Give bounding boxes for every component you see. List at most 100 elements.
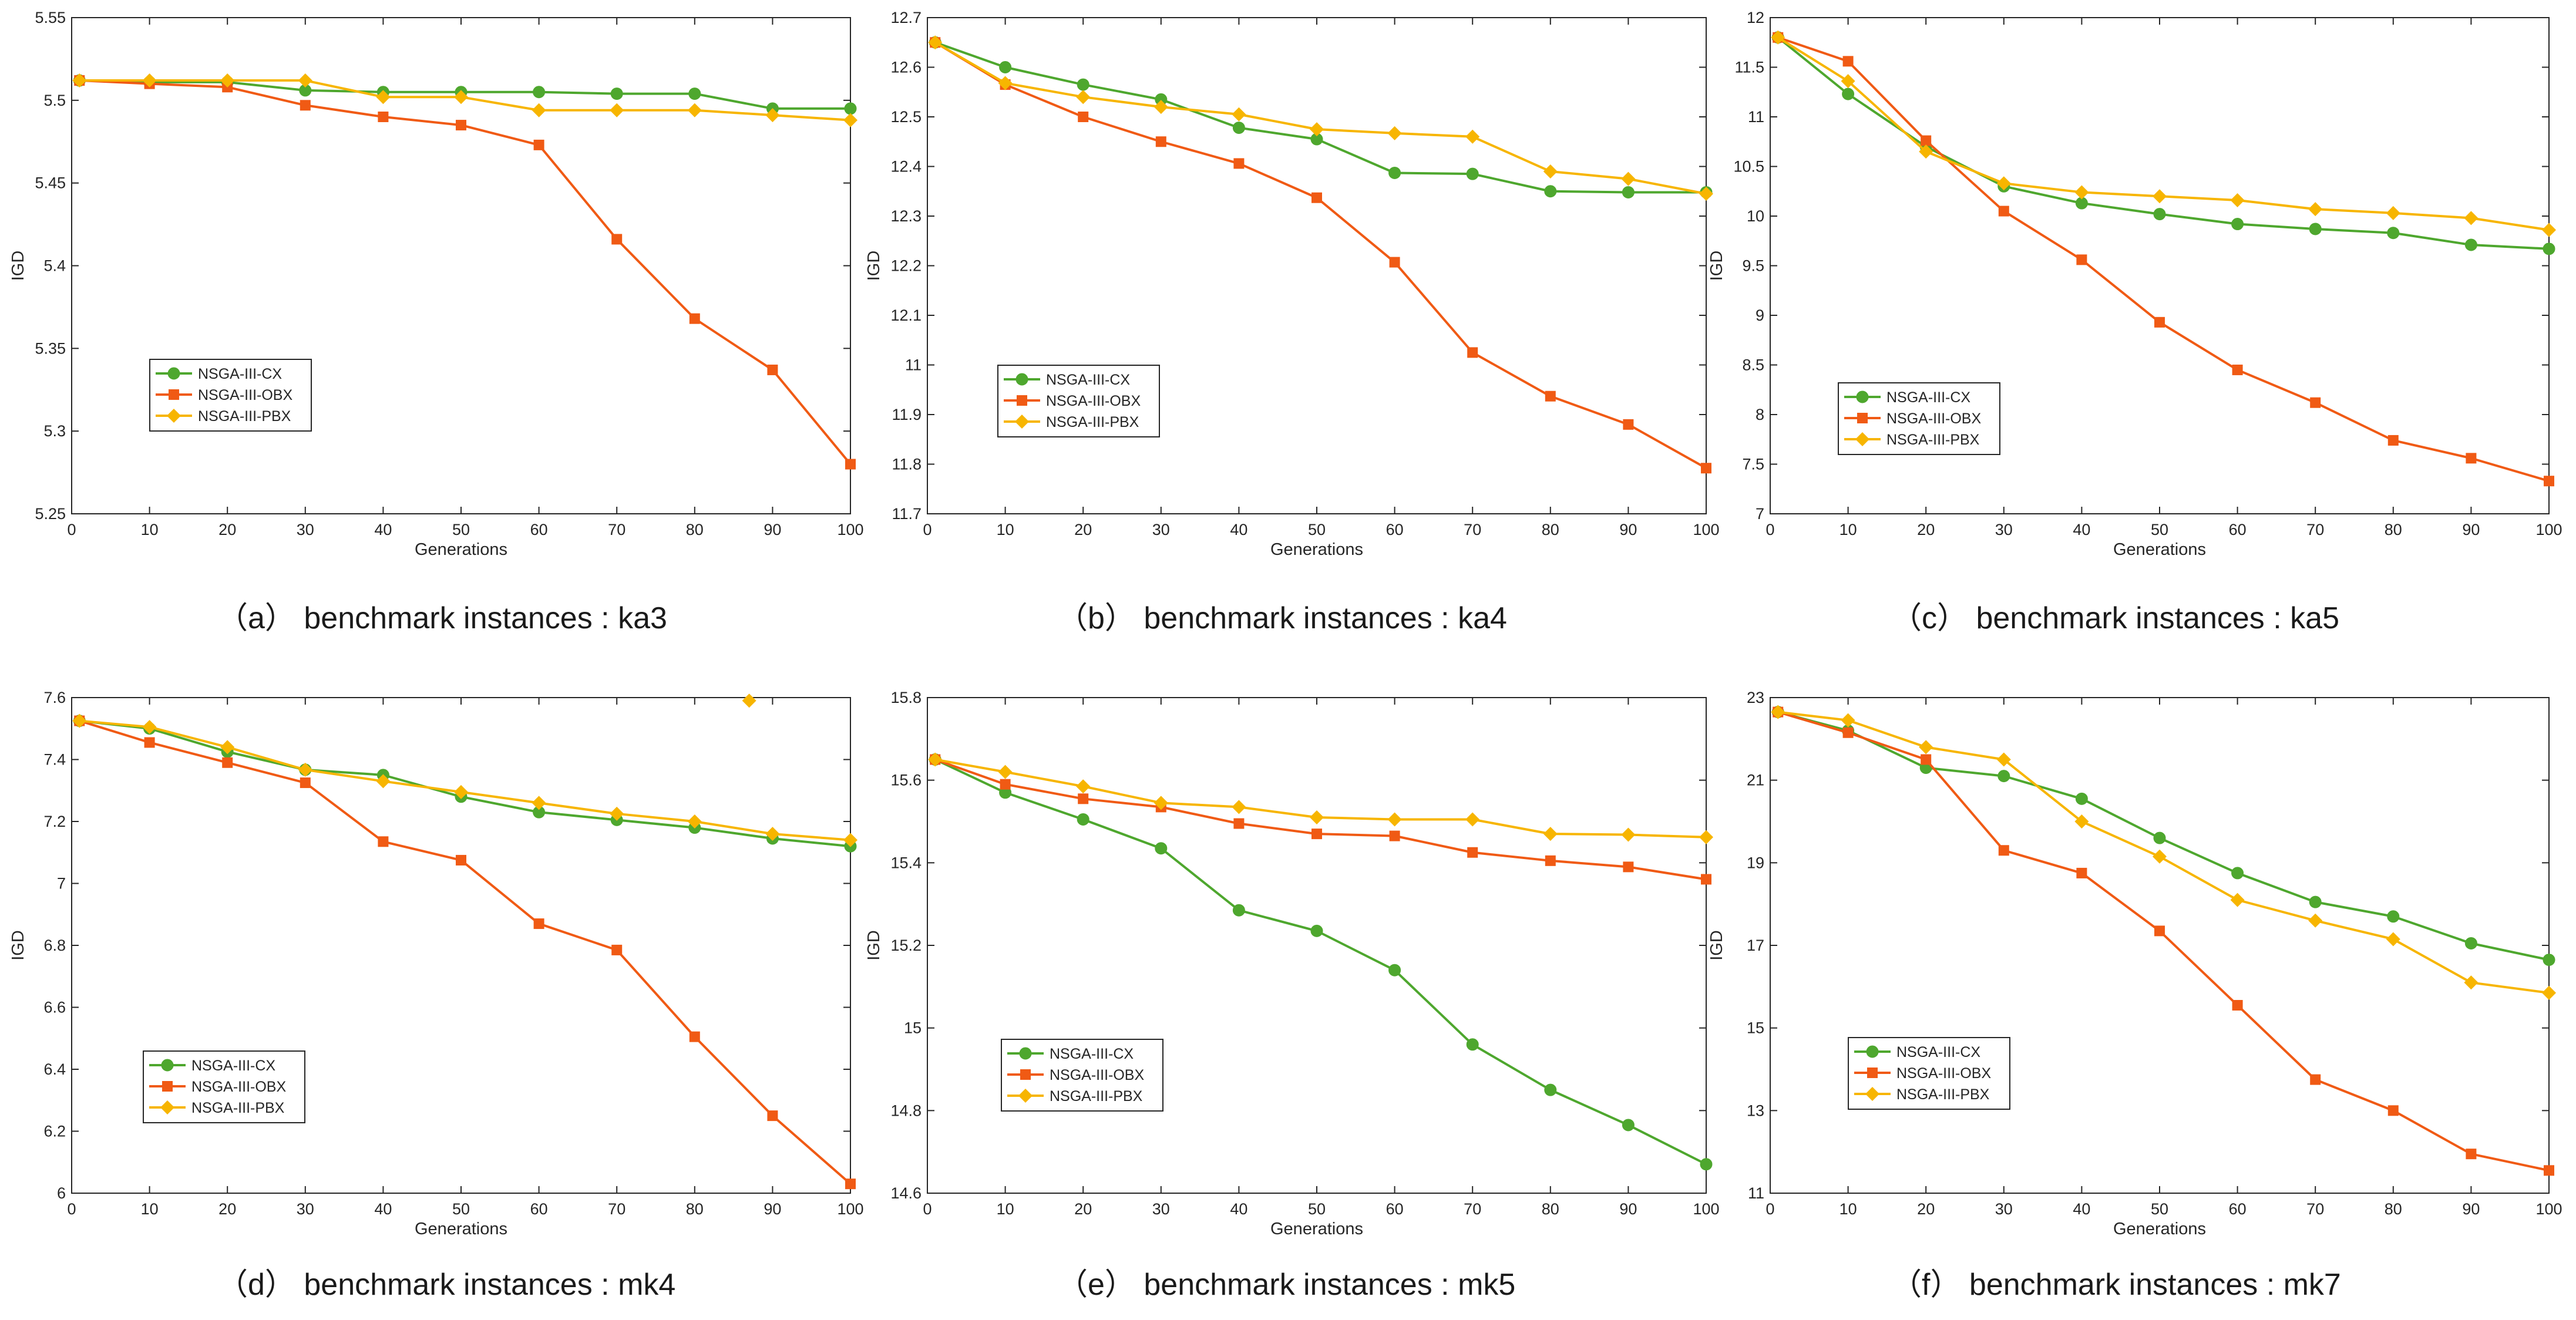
legend-marker: [161, 1059, 174, 1072]
x-tick-label: 0: [67, 521, 76, 538]
data-point: [1155, 842, 1168, 855]
data-point: [2543, 954, 2555, 967]
plot-frame: [1770, 697, 2550, 1194]
x-tick-label: 50: [2151, 1200, 2168, 1218]
data-point: [1543, 827, 1558, 841]
data-point: [998, 76, 1013, 90]
y-tick-label: 11.9: [892, 406, 922, 423]
data-point: [2466, 1149, 2477, 1160]
data-point: [2076, 254, 2087, 265]
legend-marker: [167, 367, 180, 380]
y-tick-label: 11: [1748, 1184, 1764, 1202]
data-point: [1389, 830, 1400, 841]
legend-marker: [1866, 1045, 1879, 1058]
y-tick-label: 15.4: [890, 854, 922, 871]
data-point: [998, 765, 1013, 779]
data-point: [1622, 186, 1635, 198]
data-point: [1700, 1158, 1713, 1171]
x-tick-label: 80: [1542, 521, 1559, 538]
data-point: [1621, 827, 1636, 842]
data-point: [1841, 713, 1855, 728]
data-point: [2386, 206, 2400, 220]
data-point: [1701, 463, 1711, 474]
data-point: [220, 73, 235, 88]
y-tick-label: 7: [57, 875, 66, 893]
data-point: [1078, 793, 1089, 804]
data-point: [533, 139, 544, 150]
data-point: [1699, 830, 1713, 844]
legend-entry: NSGA-III-PBX: [191, 1100, 285, 1116]
x-tick-label: 100: [837, 1200, 863, 1218]
legend-entry: NSGA-III-CX: [1050, 1046, 1134, 1062]
data-point: [1996, 752, 2011, 767]
chart-panel-0: 5.25 5.3 5.35 5.4 5.45 5.5 5.55 0 10 20 30 40 50 60 70…: [9, 9, 864, 559]
y-tick-label: 9: [1756, 307, 1764, 324]
x-tick-label: 90: [764, 1200, 781, 1218]
legend-marker: [1019, 1047, 1032, 1060]
data-point: [610, 103, 624, 117]
data-point: [1387, 126, 1402, 140]
x-tick-label: 20: [1074, 1200, 1092, 1218]
data-point: [300, 100, 311, 111]
x-axis-label: Generations: [2113, 1220, 2206, 1238]
data-point: [687, 103, 702, 117]
data-point: [2544, 1165, 2554, 1176]
data-point: [142, 720, 157, 735]
y-tick-label: 9.5: [1742, 257, 1764, 275]
data-point: [1467, 347, 1478, 358]
x-tick-label: 90: [1619, 521, 1637, 538]
data-point: [2544, 476, 2554, 487]
data-point: [1232, 107, 1246, 122]
data-point: [689, 1031, 700, 1042]
chart-panel-2: 7 7.5 8 8.5 9 9.5 10 10.5 11 11.5 12 0 10 20 30 40 50 60 7…: [1707, 9, 2562, 559]
x-tick-label: 100: [1693, 1200, 1719, 1218]
data-point: [2230, 893, 2245, 907]
data-point: [2074, 814, 2089, 829]
chart-panel-4: 14.6 14.8 15 15.2 15.4 15.6 15.8 0 10 20 30 40 50 60 7…: [865, 689, 1720, 1238]
data-point: [1233, 818, 1245, 829]
y-tick-label: 12.1: [890, 307, 922, 324]
legend-marker: [1015, 415, 1029, 429]
y-tick-label: 7.4: [43, 751, 66, 769]
x-tick-label: 0: [1765, 1200, 1774, 1218]
data-point: [1997, 770, 2010, 783]
data-point: [1544, 185, 1557, 198]
data-point: [1078, 112, 1089, 122]
x-tick-label: 70: [2306, 521, 2324, 538]
data-point: [2154, 925, 2165, 937]
data-point: [2310, 1074, 2321, 1085]
y-tick-label: 10: [1747, 207, 1764, 225]
data-point: [1998, 845, 2009, 856]
data-point: [1000, 779, 1011, 790]
x-tick-label: 100: [837, 521, 863, 538]
x-tick-label: 60: [1386, 521, 1404, 538]
data-point: [845, 459, 856, 470]
legend-marker: [167, 409, 181, 423]
y-axis-label: IGD: [9, 251, 28, 281]
data-point: [999, 61, 1012, 73]
y-tick-label: 13: [1747, 1102, 1764, 1119]
data-point: [1545, 855, 1556, 866]
y-axis-label: IGD: [865, 930, 883, 961]
y-tick-label: 12.6: [890, 59, 922, 76]
data-point: [72, 713, 87, 728]
data-point: [2542, 223, 2556, 237]
x-tick-label: 0: [1765, 521, 1774, 538]
data-point: [2231, 218, 2244, 231]
y-tick-label: 15.8: [890, 689, 922, 706]
data-point: [2464, 238, 2477, 251]
data-point: [1077, 78, 1089, 91]
data-point: [2230, 193, 2245, 207]
x-tick-label: 70: [1464, 1200, 1481, 1218]
x-tick-label: 10: [1839, 1200, 1857, 1218]
x-tick-label: 70: [608, 1200, 625, 1218]
data-point: [2154, 316, 2165, 328]
data-point: [689, 313, 700, 324]
x-tick-label: 100: [2535, 521, 2562, 538]
legend-entry: NSGA-III-PBX: [198, 408, 291, 425]
y-tick-label: 14.8: [890, 1102, 922, 1119]
data-point: [1076, 779, 1091, 794]
legend-entry: NSGA-III-OBX: [191, 1079, 286, 1095]
y-tick-label: 5.3: [43, 422, 66, 440]
